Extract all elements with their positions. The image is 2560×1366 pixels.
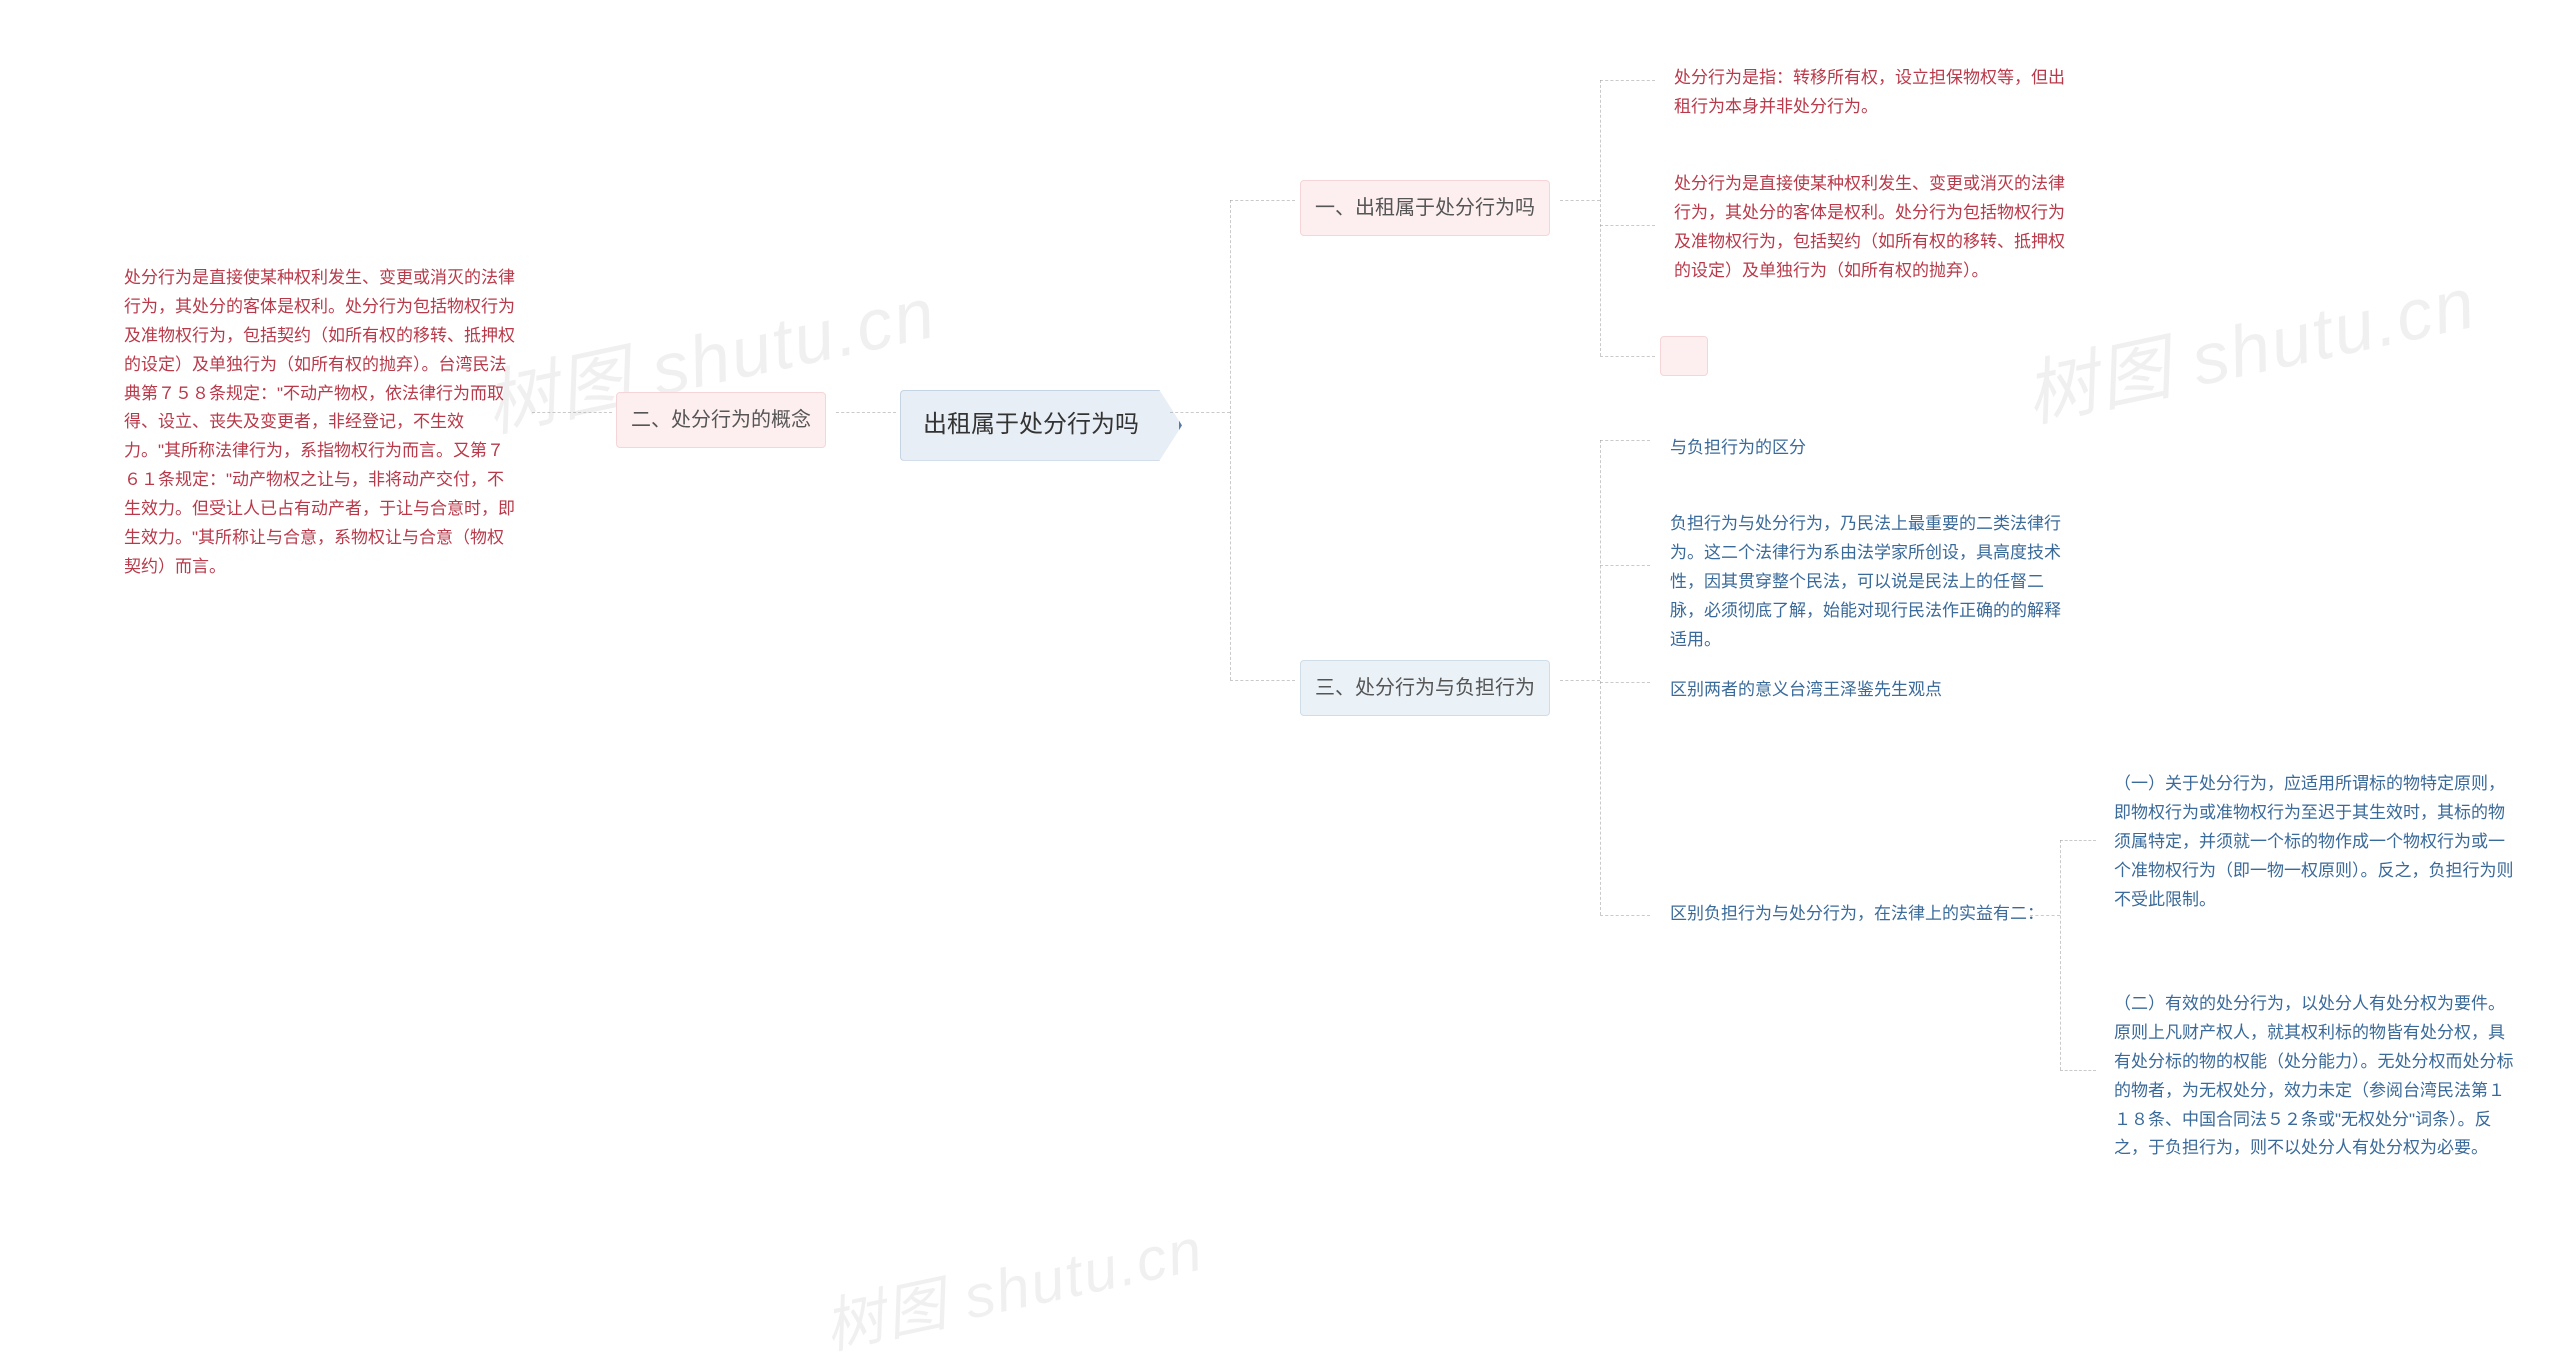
connector xyxy=(1170,412,1230,413)
connector xyxy=(1600,682,1650,683)
connector xyxy=(1600,565,1650,566)
connector xyxy=(2060,1070,2096,1071)
branch-3-leaf-2: 区别两者的意义台湾王泽鉴先生观点 xyxy=(1656,666,1956,715)
connector xyxy=(1230,200,1295,201)
connector xyxy=(532,412,612,413)
connector xyxy=(1600,440,1650,441)
connector xyxy=(1600,356,1655,357)
branch-1-leaf-2-empty xyxy=(1660,336,1708,376)
connector xyxy=(2030,915,2060,916)
branch-3-leaf-1: 负担行为与处分行为，乃民法上最重要的二类法律行为。这二个法律行为系由法学家所创设… xyxy=(1656,500,2076,664)
connector xyxy=(836,412,896,413)
connector xyxy=(1600,915,1650,916)
connector xyxy=(2060,840,2061,1070)
branch-1-leaf-1: 处分行为是直接使某种权利发生、变更或消灭的法律行为，其处分的客体是权利。处分行为… xyxy=(1660,160,2080,296)
branch-2-leaf: 处分行为是直接使某种权利发生、变更或消灭的法律行为，其处分的客体是权利。处分行为… xyxy=(110,254,530,592)
branch-1: 一、出租属于处分行为吗 xyxy=(1300,180,1550,236)
connector xyxy=(1230,680,1295,681)
watermark: 树图 shutu.cn xyxy=(2014,244,2484,442)
watermark: 树图 shutu.cn xyxy=(815,1201,1210,1366)
connector xyxy=(2060,840,2096,841)
connector xyxy=(1600,225,1655,226)
branch-3-leaf-3-child-1: （二）有效的处分行为，以处分人有处分权为要件。原则上凡财产权人，就其权利标的物皆… xyxy=(2100,980,2530,1173)
connector xyxy=(1560,200,1600,201)
connector xyxy=(1600,440,1601,915)
connector xyxy=(1560,680,1600,681)
branch-3-leaf-3-child-0: （一）关于处分行为，应适用所谓标的物特定原则，即物权行为或准物权行为至迟于其生效… xyxy=(2100,760,2530,924)
branch-2: 二、处分行为的概念 xyxy=(616,392,826,448)
center-node: 出租属于处分行为吗 xyxy=(900,390,1182,461)
connector xyxy=(1230,200,1231,680)
connector xyxy=(1600,80,1655,81)
connector xyxy=(1600,80,1601,356)
branch-3-leaf-0: 与负担行为的区分 xyxy=(1656,424,1820,473)
branch-3: 三、处分行为与负担行为 xyxy=(1300,660,1550,716)
branch-3-leaf-3: 区别负担行为与处分行为，在法律上的实益有二： xyxy=(1656,890,2058,939)
branch-1-leaf-0: 处分行为是指：转移所有权，设立担保物权等，但出租行为本身并非处分行为。 xyxy=(1660,54,2080,132)
